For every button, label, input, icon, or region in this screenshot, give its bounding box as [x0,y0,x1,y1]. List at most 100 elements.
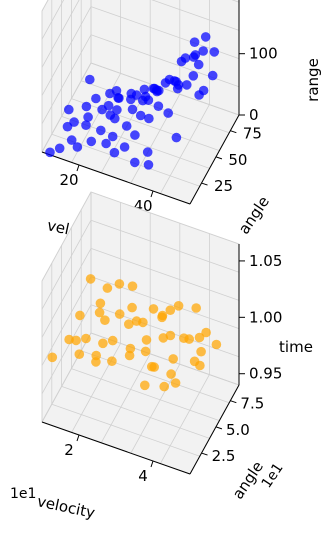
scatter-point [135,110,146,121]
grid-line [51,403,200,457]
scatter-point [66,135,77,145]
scatter-point [98,338,108,349]
scatter-point [54,143,65,154]
scatter-point [149,362,159,372]
grid-line [90,62,240,116]
scatter-point [85,74,95,85]
scatter-point [64,334,74,345]
scatter-point [141,335,152,345]
scatter-point [97,104,107,115]
grid-line [90,191,240,245]
scatter-point [138,317,148,328]
z-axis-label: time [279,338,313,356]
grid-line [71,98,220,151]
y-tick-mark [230,400,237,404]
scatter-point [159,381,169,392]
scatter-point [107,131,118,142]
scatter-point [195,360,205,371]
y-offset-label: 1e1 [259,460,287,491]
scatter-point [172,83,183,94]
scatter-point [96,125,106,136]
scatter-point [102,283,113,293]
scatter-point [127,281,138,292]
scatter-point [130,157,140,168]
scatter-point [62,121,73,132]
scatter-point [190,50,201,60]
scatter-point [140,346,151,357]
z-tick-label: 100 [249,45,278,63]
scatter-point [143,160,154,170]
y-axis-label: angle [235,193,273,238]
x-axis-label: velocity [35,492,96,522]
grid-line [151,0,240,31]
scatter-point [165,330,176,341]
scatter-point [85,274,96,284]
scatter-point [94,307,105,318]
scatter-point [148,304,159,314]
scatter-point [168,354,178,364]
x-tick-mark [150,190,154,198]
scatter-point [110,113,120,124]
scatter-point [100,315,110,326]
scatter-point [95,298,106,309]
scatter-point [109,147,120,158]
scatter-point [163,108,173,118]
z-tick-label: 0 [249,106,259,124]
scatter-point [170,378,181,388]
grid-line [100,353,151,443]
x-axis-line [41,151,191,205]
scatter-point [83,112,93,122]
z-tick-label: 1.00 [249,308,282,326]
scatter-point [81,333,91,344]
scatter-point [152,86,162,97]
scatter-point [119,142,130,152]
scatter-point [124,319,134,330]
scatter-point [126,94,136,105]
scatter-point [173,301,184,311]
scatter-point [184,334,194,344]
scatter-point [81,101,92,112]
y-tick-label: 2.5 [212,447,236,465]
scatter-point [201,327,211,338]
scatter-point [200,32,211,42]
x-axis-line [41,421,191,475]
scatter-point [71,335,81,346]
scatter-point [193,59,204,70]
grid-line [41,332,92,423]
grid-line [41,0,65,40]
z-tick-label: 0.95 [249,365,282,383]
scatter-point [130,130,140,140]
y-axis-line [189,384,240,475]
chart-velocity-angle-time: 2 4 2.5 5.0 7.5 0.95 1.00 1.05 velocity angle time… [10,191,313,522]
scatter-point [74,349,85,360]
x-tick-mark [76,434,80,442]
scatter-point [188,71,199,81]
scatter-point [211,339,222,350]
scatter-point [143,95,154,105]
scatter-point [198,85,209,96]
scatter-point [196,346,206,357]
scatter-point [180,53,191,63]
scatter-point [166,369,176,379]
y-axis-line [189,114,240,205]
scatter-point [144,113,154,124]
x-tick-label: 20 [59,171,78,189]
scatter-point [47,352,58,363]
y-tick-label: 75 [243,125,262,143]
grid-line [41,191,92,282]
scatter-point [114,279,125,289]
scatter-point [139,84,150,95]
scatter-point [125,343,136,354]
scatter-point [75,310,85,321]
scatter-point [182,80,192,90]
z-tick-label: 200 [249,0,278,1]
grid-line [41,276,92,366]
y-tick-label: 25 [214,177,233,195]
grid-line [61,386,210,439]
grid-line [41,0,80,68]
y-tick-mark [215,426,223,430]
scatter-point [191,303,201,313]
grid-line [160,104,210,194]
scatter-point [114,309,125,319]
